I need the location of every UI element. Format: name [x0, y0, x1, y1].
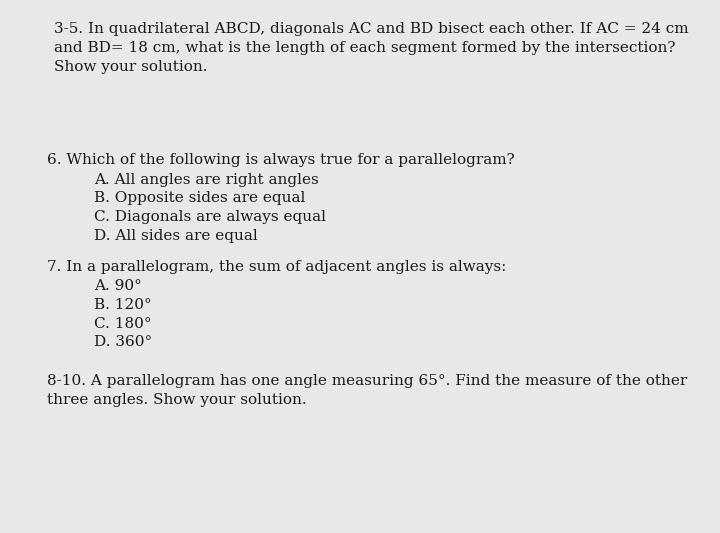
Text: C. 180°: C. 180° [94, 317, 151, 330]
Text: Show your solution.: Show your solution. [54, 60, 207, 74]
Text: C. Diagonals are always equal: C. Diagonals are always equal [94, 210, 325, 224]
Text: 7. In a parallelogram, the sum of adjacent angles is always:: 7. In a parallelogram, the sum of adjace… [47, 260, 506, 273]
Text: A. All angles are right angles: A. All angles are right angles [94, 173, 318, 187]
Text: 8-10. A parallelogram has one angle measuring 65°. Find the measure of the other: 8-10. A parallelogram has one angle meas… [47, 374, 687, 388]
Text: three angles. Show your solution.: three angles. Show your solution. [47, 393, 307, 407]
Text: B. 120°: B. 120° [94, 298, 151, 312]
Text: 3-5. In quadrilateral ABCD, diagonals AC and BD bisect each other. If AC = 24 cm: 3-5. In quadrilateral ABCD, diagonals AC… [54, 22, 688, 36]
Text: D. 360°: D. 360° [94, 335, 152, 349]
Text: 6. Which of the following is always true for a parallelogram?: 6. Which of the following is always true… [47, 153, 515, 167]
Text: D. All sides are equal: D. All sides are equal [94, 229, 257, 243]
Text: A. 90°: A. 90° [94, 279, 141, 293]
Text: B. Opposite sides are equal: B. Opposite sides are equal [94, 191, 305, 205]
Text: and BD= 18 cm, what is the length of each segment formed by the intersection?: and BD= 18 cm, what is the length of eac… [54, 41, 675, 55]
